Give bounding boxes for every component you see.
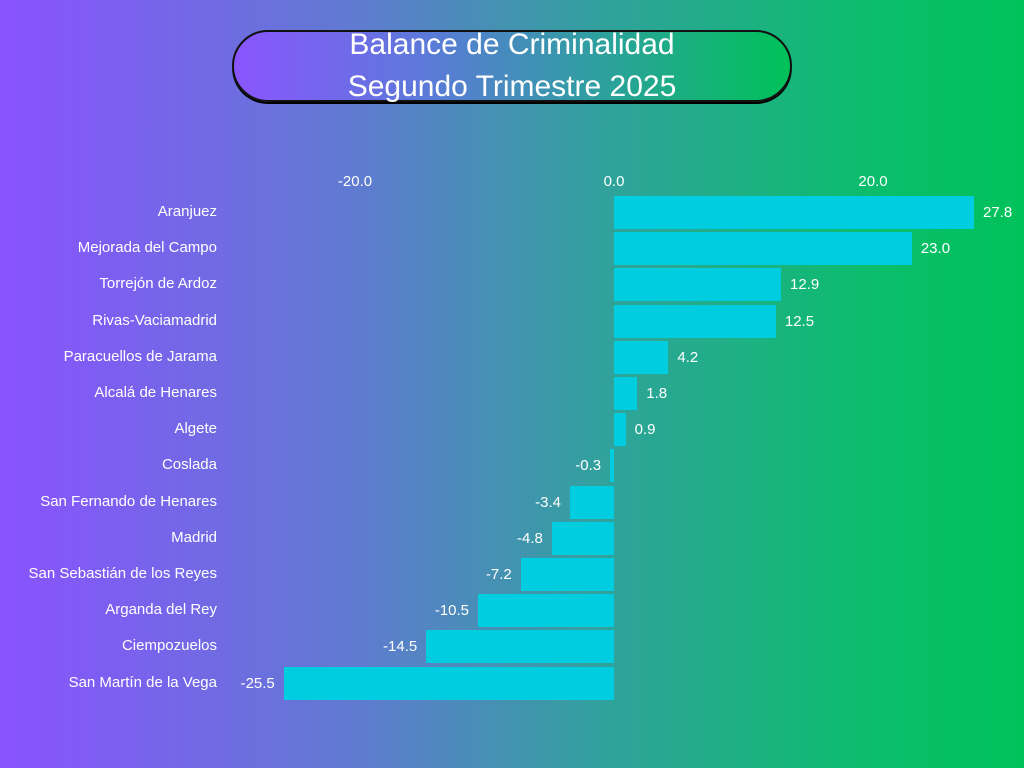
value-label: 12.9 [790, 276, 820, 294]
bar [614, 377, 638, 410]
x-tick-label: 0.0 [603, 173, 625, 190]
category-label: Torrejón de Ardoz [99, 275, 217, 293]
bar [426, 630, 614, 664]
bar [520, 558, 614, 591]
value-label: -10.5 [434, 602, 470, 620]
category-label: San Sebastián de los Reyes [28, 565, 217, 582]
chart-title: Balance de Criminalidad [349, 28, 675, 61]
value-label: -7.2 [485, 566, 512, 583]
value-label: 0.9 [634, 421, 656, 439]
value-label: 27.8 [983, 204, 1013, 221]
chart-title-block: Balance de Criminalidad Segundo Trimestr… [232, 24, 792, 108]
bar [614, 304, 776, 338]
category-label: Madrid [171, 528, 217, 546]
x-tick-label: 20.0 [858, 173, 888, 190]
title-box [232, 30, 792, 102]
bar [283, 666, 614, 700]
value-label: -4.8 [516, 529, 543, 547]
bar [614, 268, 782, 302]
bar [614, 340, 669, 374]
value-label: 4.2 [677, 348, 699, 366]
value-label: 23.0 [920, 240, 951, 258]
category-label: Aranjuez [157, 203, 217, 220]
value-label: 1.8 [646, 385, 668, 402]
bar [551, 521, 614, 555]
category-label: Ciempozuelos [121, 637, 217, 655]
bar [569, 485, 614, 519]
category-label: Rivas-Vaciamadrid [92, 311, 217, 329]
bar [478, 594, 614, 628]
value-label: -0.3 [575, 457, 602, 475]
value-label: 12.5 [784, 312, 815, 330]
category-label: San Martín de la Vega [68, 673, 217, 691]
category-label: Coslada [161, 456, 217, 474]
value-label: -3.4 [535, 493, 561, 511]
category-label: Algete [174, 420, 217, 438]
x-tick-label: -20.0 [337, 173, 373, 190]
chart-subtitle: Segundo Trimestre 2025 [347, 70, 677, 103]
category-label: Alcalá de Henares [94, 384, 217, 401]
value-label: -14.5 [383, 638, 418, 656]
bar [614, 196, 974, 229]
bar [610, 449, 614, 483]
category-label: Arganda del Rey [105, 601, 217, 619]
bar [614, 232, 912, 266]
category-label: Mejorada del Campo [77, 239, 217, 257]
category-label: Paracuellos de Jarama [63, 347, 217, 365]
bar [614, 413, 626, 447]
value-label: -25.5 [240, 674, 275, 692]
category-label: San Fernando de Henares [40, 492, 217, 510]
